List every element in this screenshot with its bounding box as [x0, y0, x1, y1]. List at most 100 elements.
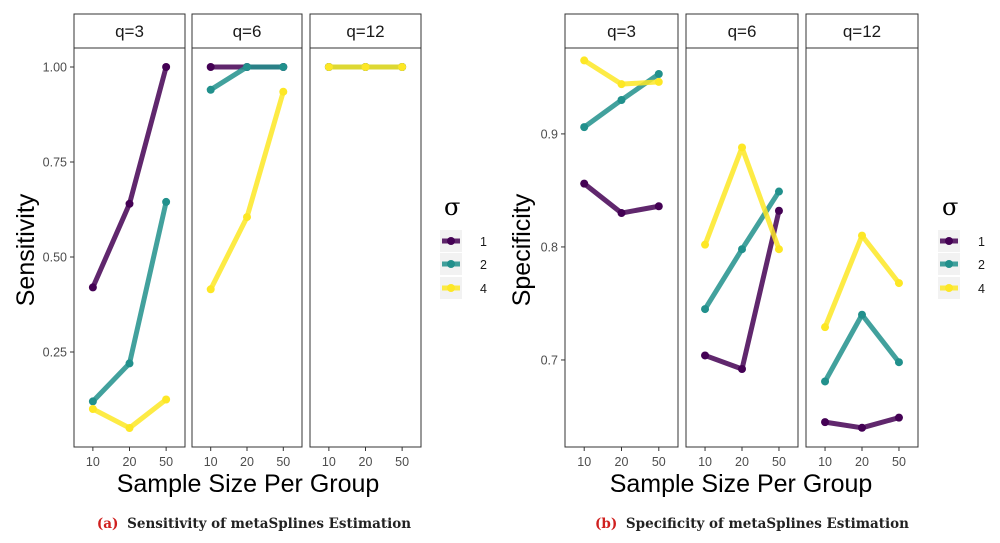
panel-frame [309, 47, 422, 448]
legend-entry-label: 4 [978, 282, 985, 296]
y-tick-label: 0.50 [43, 251, 67, 265]
facet-strip-label: q=6 [728, 22, 757, 41]
caption-b-tag: (b) [595, 516, 617, 532]
x-tick-label: 50 [652, 455, 666, 469]
y-tick-label: 0.9 [541, 127, 558, 141]
data-point-sigma-1 [894, 413, 903, 422]
legend-key-point [945, 237, 953, 245]
data-point-sigma-4 [821, 323, 830, 332]
data-point-sigma-2 [88, 397, 97, 406]
x-tick-label: 50 [159, 455, 173, 469]
panel-frame [191, 47, 303, 448]
caption-b-text: Specificity of metaSplines Estimation [626, 516, 909, 532]
x-tick-label: 10 [577, 455, 591, 469]
x-tick-label: 50 [772, 455, 786, 469]
data-point-sigma-1 [206, 63, 215, 71]
x-tick-label: 10 [818, 455, 832, 469]
chart-specificity: 0.7 0.8 0.9 Specificity Sample Size Per Grou… [508, 13, 985, 498]
x-tick-label: 50 [892, 455, 906, 469]
facet-strip [805, 13, 919, 49]
x-tick-label: 20 [240, 455, 254, 469]
y-tick-label: 1.00 [43, 61, 67, 75]
caption-b: (b) Specificity of metaSplines Estimatio… [595, 516, 909, 532]
facet-panel: q=3 10 20 50 [73, 13, 186, 469]
legend-entry-label: 1 [978, 235, 985, 249]
legend: σ 1 2 4 [440, 193, 487, 299]
facet-panel: q=6 10 20 50 [191, 13, 303, 469]
panel-frame [73, 47, 186, 448]
facet-strip [564, 13, 679, 49]
data-point-sigma-1 [617, 209, 626, 218]
data-point-sigma-4 [894, 279, 903, 288]
x-tick-label: 10 [204, 455, 218, 469]
y-tick-label: 0.25 [43, 346, 67, 360]
facet-panel: q=6 10 20 50 [685, 13, 799, 469]
data-point-sigma-1 [701, 351, 710, 360]
x-tick-label: 10 [322, 455, 336, 469]
data-point-sigma-4 [88, 405, 97, 413]
y-axis-title: Sensitivity [12, 193, 40, 306]
facet-strip [191, 13, 303, 49]
legend-entry-label: 1 [480, 235, 487, 249]
panel-frame [805, 47, 919, 448]
data-point-sigma-1 [821, 418, 830, 427]
data-point-sigma-4 [324, 63, 333, 71]
legend-key-point [447, 260, 455, 268]
legend-entry-label: 2 [480, 258, 487, 272]
facet-panel: q=12 10 20 50 [805, 13, 919, 469]
legend-key-point [447, 284, 455, 292]
data-point-sigma-2 [738, 245, 746, 254]
data-point-sigma-2 [617, 95, 626, 104]
x-tick-label: 20 [735, 455, 749, 469]
data-point-sigma-1 [580, 179, 589, 188]
data-point-sigma-1 [654, 202, 663, 211]
x-tick-label: 20 [123, 455, 137, 469]
facet-strip [309, 13, 422, 49]
data-point-sigma-1 [774, 206, 783, 215]
data-point-sigma-4 [279, 87, 288, 96]
facet-strip-label: q=6 [233, 22, 262, 41]
facet-strip [685, 13, 799, 49]
data-point-sigma-4 [774, 245, 783, 254]
data-point-sigma-4 [361, 63, 370, 71]
legend-key-point [945, 284, 953, 292]
chart-sensitivity: 0.25 0.50 0.75 1.00 Sensitivity Sample Size P… [12, 13, 487, 498]
legend-entry-label: 2 [978, 258, 985, 272]
x-tick-label: 10 [698, 455, 712, 469]
data-point-sigma-1 [125, 199, 134, 208]
x-tick-label: 50 [276, 455, 290, 469]
y-tick-label: 0.7 [541, 353, 558, 367]
facet-strip-label: q=12 [843, 22, 881, 41]
data-point-sigma-1 [88, 283, 97, 292]
caption-a-tag: (a) [97, 516, 119, 532]
data-point-sigma-2 [821, 377, 830, 386]
x-tick-label: 20 [615, 455, 629, 469]
x-axis-title: Sample Size Per Group [610, 470, 873, 498]
legend-title: σ [444, 193, 460, 221]
data-point-sigma-1 [858, 423, 866, 432]
data-point-sigma-1 [738, 365, 746, 374]
data-point-sigma-2 [162, 197, 171, 206]
data-point-sigma-4 [206, 285, 215, 294]
data-point-sigma-4 [617, 80, 626, 89]
data-point-sigma-2 [580, 123, 589, 132]
data-point-sigma-2 [279, 63, 288, 71]
facet-panel: q=3 10 20 50 [564, 13, 679, 469]
x-tick-label: 20 [359, 455, 373, 469]
data-point-sigma-2 [654, 69, 663, 78]
data-point-sigma-2 [243, 63, 251, 71]
data-point-sigma-2 [774, 187, 783, 196]
facet-strip-label: q=12 [346, 22, 384, 41]
x-tick-label: 10 [86, 455, 100, 469]
x-axis-title: Sample Size Per Group [117, 470, 380, 498]
y-tick-label: 0.75 [43, 156, 67, 170]
data-point-sigma-4 [162, 395, 171, 404]
panel-frame [564, 47, 679, 448]
legend: σ 1 2 4 [938, 193, 985, 299]
data-point-sigma-4 [701, 240, 710, 249]
caption-a: (a) Sensitivity of metaSplines Estimatio… [97, 516, 411, 532]
data-point-sigma-2 [125, 359, 134, 368]
legend-entry-label: 4 [480, 282, 487, 296]
y-axis-title: Specificity [508, 193, 536, 306]
